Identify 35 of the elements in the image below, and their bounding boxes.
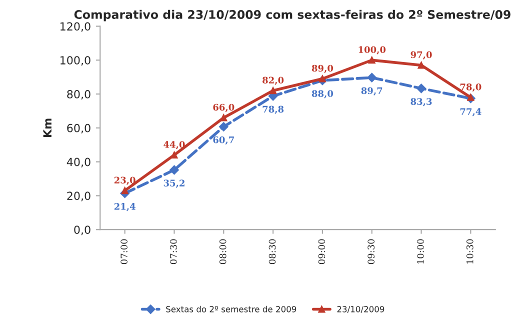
data-label: 97,0	[410, 51, 432, 60]
x-tick-label: 08:30	[268, 239, 276, 264]
y-tick-label: 100,0	[60, 56, 90, 66]
x-tick-label: 07:30	[170, 239, 177, 264]
chart-title: Comparativo dia 23/10/2009 com sextas-feiras do 2º Semestre/09	[74, 10, 510, 22]
data-label: 88,0	[312, 90, 334, 98]
data-label: 89,7	[361, 87, 382, 96]
data-label: 44,0	[164, 141, 185, 150]
legend-label: 23/10/2009	[337, 306, 384, 313]
y-tick-label: 80,0	[67, 90, 90, 100]
x-tick-label: 09:30	[368, 239, 374, 264]
data-label: 83,3	[410, 98, 432, 106]
y-tick-label: 60,0	[67, 124, 90, 134]
y-tick-label: 40,0	[66, 158, 90, 168]
data-label: 21,4	[114, 203, 136, 212]
data-label: 23,0	[114, 176, 136, 185]
data-label: 66,0	[213, 104, 234, 112]
y-tick-label: 0,0	[74, 226, 90, 236]
x-tick-label: 08:00	[219, 239, 226, 264]
x-tick-label: 09:00	[318, 239, 326, 264]
y-tick-label: 120,0	[60, 22, 90, 32]
data-label: 100,0	[358, 46, 386, 54]
data-label: 77,4	[460, 108, 482, 116]
x-tick-label: 10:30	[466, 239, 474, 264]
data-label: 78,8	[262, 106, 284, 114]
y-axis-title: Km	[43, 118, 52, 137]
legend-label: Sextas do 2º semestre de 2009	[166, 306, 296, 312]
x-tick-label: 07:00	[120, 239, 128, 264]
data-label: 82,0	[262, 76, 284, 85]
data-label: 60,7	[213, 136, 234, 145]
x-tick-label: 10:00	[417, 239, 424, 264]
data-label: 35,2	[164, 180, 184, 188]
y-tick-label: 20,0	[67, 192, 90, 202]
data-label: 78,0	[460, 83, 482, 92]
data-label: 89,0	[312, 64, 334, 74]
